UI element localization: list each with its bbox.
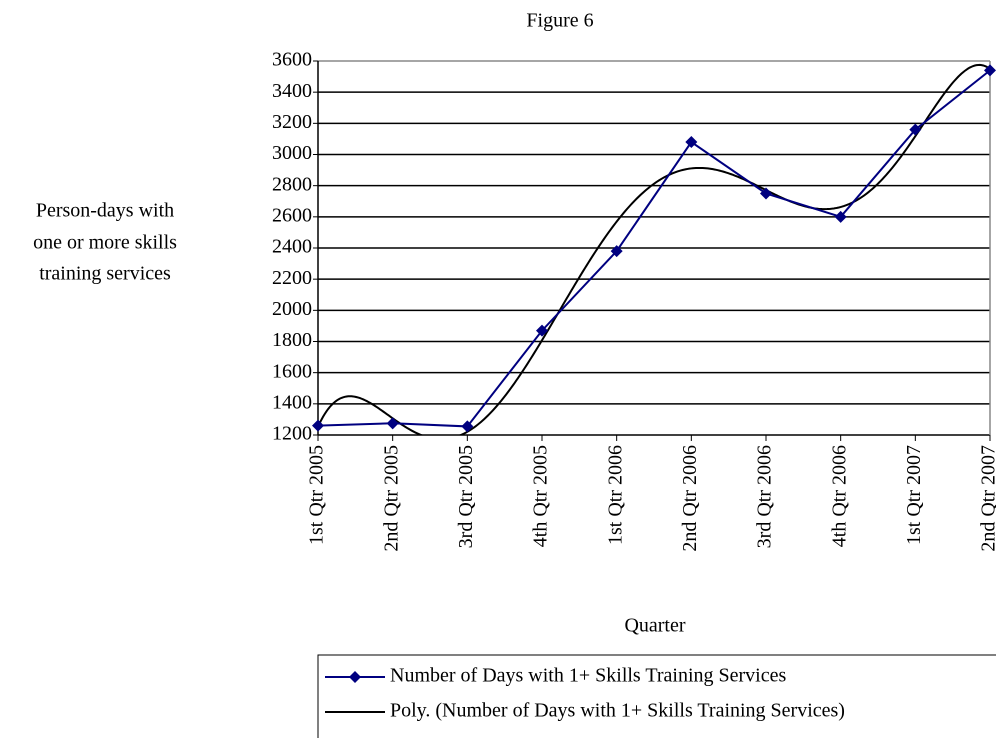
- data-point: [984, 64, 996, 77]
- x-tick-label: 1st Qtr 2007: [903, 445, 925, 545]
- x-tick-label: 1st Qtr 2006: [604, 445, 626, 545]
- y-tick-label: 2400: [272, 236, 312, 258]
- y-tick-label: 2000: [272, 298, 312, 320]
- legend-marker: [349, 671, 361, 683]
- x-tick-label: 4th Qtr 2005: [530, 445, 552, 547]
- x-tick-label: 2nd Qtr 2005: [380, 445, 402, 552]
- series-line: [317, 69, 991, 428]
- y-tick-label: 1600: [272, 360, 312, 382]
- data-point: [536, 324, 548, 337]
- x-tick-label: 2nd Qtr 2006: [679, 445, 701, 552]
- x-axis-title: Quarter: [624, 615, 685, 637]
- x-tick-label: 3rd Qtr 2006: [754, 445, 776, 548]
- y-axis-title: one or more skills: [33, 232, 177, 254]
- y-tick-label: 1800: [272, 329, 312, 351]
- y-tick-label: 3400: [272, 80, 312, 102]
- chart-title: Figure 6: [526, 10, 593, 32]
- y-tick-label: 3200: [272, 111, 312, 133]
- data-point: [760, 187, 772, 200]
- y-axis-title: Person-days with: [36, 200, 174, 222]
- trendline: [318, 63, 990, 435]
- data-point: [909, 123, 922, 136]
- data-point: [461, 420, 474, 433]
- data-point: [312, 419, 324, 432]
- y-tick-label: 1200: [272, 423, 312, 445]
- legend-label: Number of Days with 1+ Skills Training S…: [390, 665, 786, 687]
- x-tick-label: 3rd Qtr 2005: [455, 445, 477, 548]
- y-tick-label: 2800: [272, 173, 312, 195]
- data-point: [610, 245, 623, 258]
- x-tick-label: 2nd Qtr 2007: [978, 445, 996, 552]
- data-point: [386, 417, 399, 430]
- legend-label: Poly. (Number of Days with 1+ Skills Tra…: [390, 700, 845, 722]
- y-tick-label: 3600: [272, 49, 312, 71]
- y-tick-label: 2200: [272, 267, 312, 289]
- y-tick-label: 1400: [272, 391, 312, 413]
- legend-box: [317, 654, 996, 738]
- x-tick-label: 1st Qtr 2005: [306, 445, 328, 545]
- data-point: [834, 210, 847, 223]
- y-tick-label: 3000: [272, 142, 312, 164]
- x-tick-label: 4th Qtr 2006: [828, 445, 850, 547]
- y-tick-label: 2600: [272, 204, 312, 226]
- data-point: [685, 136, 698, 149]
- y-axis-title: training services: [39, 263, 171, 285]
